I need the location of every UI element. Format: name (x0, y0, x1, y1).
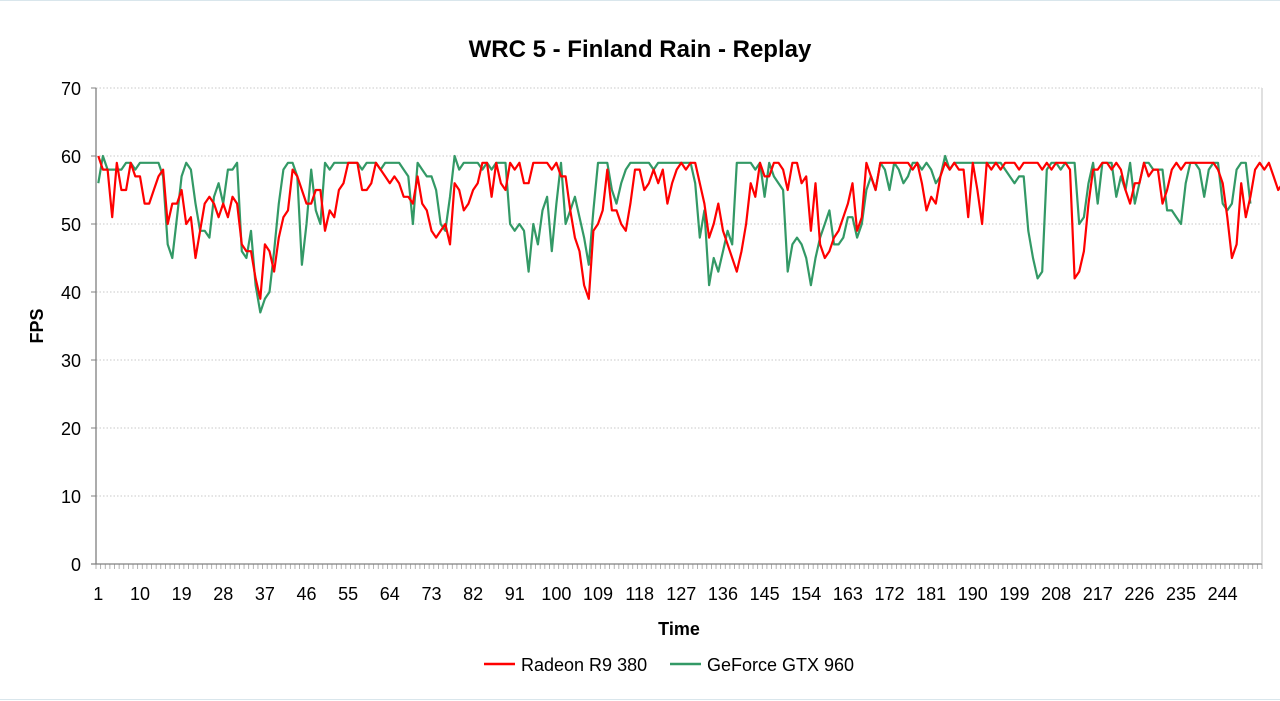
y-tick-label: 0 (71, 555, 81, 575)
x-tick-label: 118 (625, 584, 654, 604)
x-tick-label: 55 (338, 584, 358, 604)
y-tick-label: 50 (61, 215, 81, 235)
legend-label-geforce: GeForce GTX 960 (707, 655, 854, 675)
x-tick-label: 19 (172, 584, 192, 604)
x-tick-label: 37 (255, 584, 275, 604)
x-tick-label: 145 (750, 584, 780, 604)
x-tick-label: 172 (875, 584, 905, 604)
y-tick-label: 20 (61, 419, 81, 439)
x-tick-label: 100 (541, 584, 571, 604)
y-tick-label: 40 (61, 283, 81, 303)
y-tick-label: 60 (61, 147, 81, 167)
y-axis-label: FPS (27, 308, 47, 343)
x-tick-label: 46 (297, 584, 317, 604)
series-line-geforce-gtx-960 (97, 154, 1252, 314)
legend: Radeon R9 380 GeForce GTX 960 (484, 655, 854, 675)
x-axis-label: Time (658, 619, 700, 639)
x-tick-label: 181 (916, 584, 946, 604)
y-tick-label: 10 (61, 487, 81, 507)
x-tick-label: 154 (791, 584, 821, 604)
chart-title: WRC 5 - Finland Rain - Replay (469, 36, 812, 63)
x-tick-label: 127 (666, 584, 696, 604)
y-tick-label: 70 (61, 79, 81, 99)
gridlines (96, 87, 1262, 497)
x-tick-label: 190 (958, 584, 988, 604)
x-tick-label: 10 (130, 584, 150, 604)
x-tick-label: 235 (1166, 584, 1196, 604)
x-axis-ticks: 1 10 19 28 37 46 55 64 73 82 91 100 109 118 127 136 145 1… (93, 564, 1263, 604)
x-tick-label: 163 (833, 584, 863, 604)
y-tick-label: 30 (61, 351, 81, 371)
series-line-radeon-r9-380 (97, 155, 1280, 300)
x-tick-label: 136 (708, 584, 738, 604)
y-axis-ticks: 0 10 20 30 40 50 60 70 (61, 79, 96, 575)
x-tick-label: 244 (1208, 584, 1238, 604)
x-tick-label: 73 (421, 584, 441, 604)
x-tick-label: 28 (213, 584, 233, 604)
x-tick-label: 217 (1083, 584, 1113, 604)
legend-label-radeon: Radeon R9 380 (521, 655, 647, 675)
x-tick-label: 82 (463, 584, 483, 604)
x-tick-label: 199 (999, 584, 1029, 604)
x-tick-label: 226 (1124, 584, 1154, 604)
x-tick-label: 208 (1041, 584, 1071, 604)
x-tick-label: 91 (505, 584, 525, 604)
x-tick-label: 109 (583, 584, 613, 604)
series-lines (97, 154, 1280, 314)
x-tick-label: 64 (380, 584, 400, 604)
x-tick-label: 1 (93, 584, 103, 604)
